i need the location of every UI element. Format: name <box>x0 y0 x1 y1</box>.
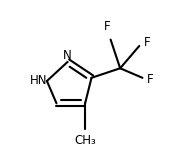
Text: F: F <box>104 20 111 33</box>
Text: F: F <box>144 36 151 49</box>
Text: N: N <box>63 49 72 62</box>
Text: HN: HN <box>29 75 47 87</box>
Text: F: F <box>147 73 154 86</box>
Text: CH₃: CH₃ <box>74 133 96 147</box>
